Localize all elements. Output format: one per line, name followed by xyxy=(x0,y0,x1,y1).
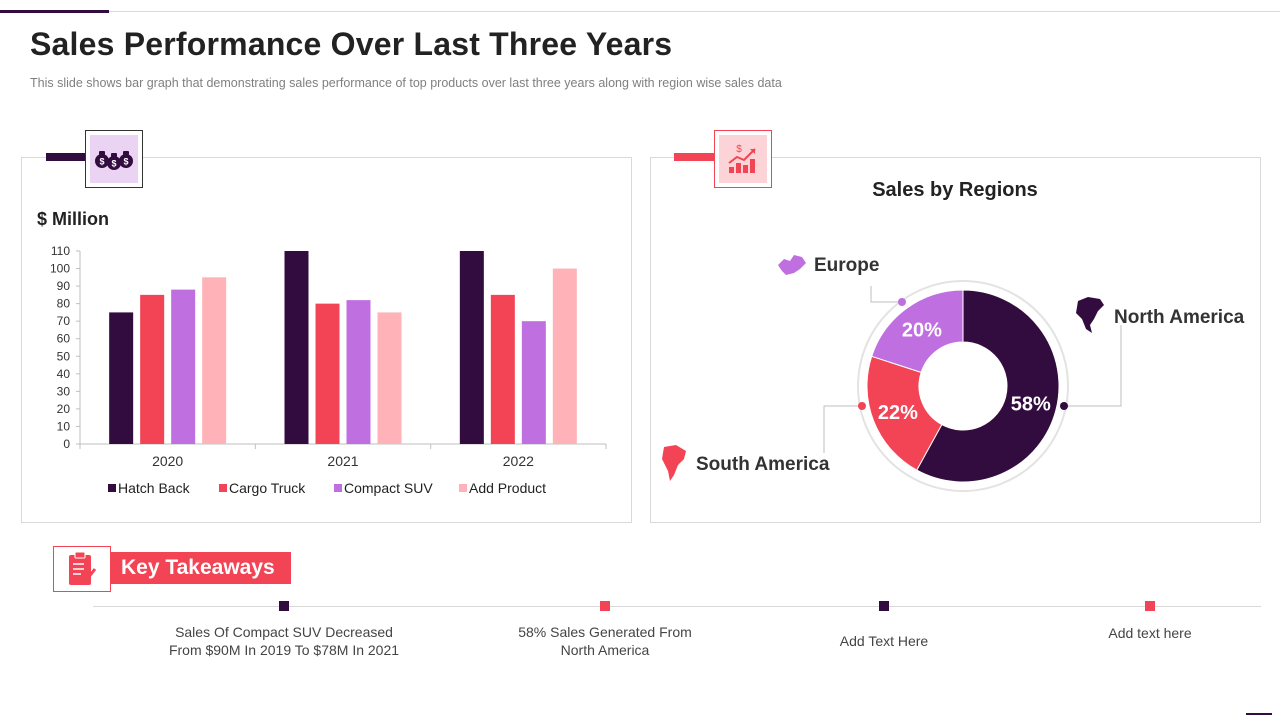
takeaway-text-4: Add text here xyxy=(1020,624,1280,642)
takeaway-3-line1: Add Text Here xyxy=(839,633,929,649)
corner-accent xyxy=(1246,713,1272,715)
donut-panel-accent xyxy=(674,153,716,161)
callout-dot-north-america xyxy=(1060,402,1068,410)
callout-line-south-america xyxy=(823,405,862,453)
slice-percent-label: 20% xyxy=(902,319,942,341)
takeaway-text-1: Sales Of Compact SUV Decreased From $90M… xyxy=(154,623,414,659)
donut-slice-north-america xyxy=(916,289,1060,483)
takeaway-1-line1: Sales Of Compact SUV Decreased xyxy=(175,624,393,640)
legend-label: Hatch Back xyxy=(118,480,191,496)
svg-text:$: $ xyxy=(736,144,742,155)
y-tick-label: 60 xyxy=(57,332,71,346)
takeaway-1-line2: From $90M In 2019 To $78M In 2021 xyxy=(168,642,400,658)
y-tick-label: 100 xyxy=(50,262,70,276)
y-tick-label: 0 xyxy=(63,437,70,451)
y-tick-label: 90 xyxy=(57,279,71,293)
donut-slice-europe xyxy=(871,289,964,374)
north-america-map-icon xyxy=(1076,297,1104,333)
y-tick-label: 70 xyxy=(57,314,71,328)
bar-compact-suv-2022 xyxy=(521,321,546,444)
callout-dot-south-america xyxy=(858,402,866,410)
y-tick-label: 40 xyxy=(57,367,71,381)
legend-swatch xyxy=(334,484,342,492)
callout-line-north-america xyxy=(1064,325,1122,407)
donut-panel-icon-box: $ xyxy=(714,130,772,188)
bar-add-product-2022 xyxy=(552,268,577,444)
bar-hatch-back-2020 xyxy=(109,312,134,444)
donut-chart-title: Sales by Regions xyxy=(872,179,1038,201)
legend-label: Add Product xyxy=(469,480,546,496)
bar-cargo-truck-2020 xyxy=(140,294,165,444)
takeaway-2-line1: 58% Sales Generated From xyxy=(518,624,692,640)
legend-swatch xyxy=(459,484,467,492)
bar-hatch-back-2021 xyxy=(284,251,309,444)
bar-add-product-2020 xyxy=(202,277,227,444)
callout-dot-europe xyxy=(898,298,906,306)
takeaway-text-3: Add Text Here xyxy=(754,632,1014,650)
x-tick-label: 2021 xyxy=(327,453,358,469)
header-divider xyxy=(0,11,1280,12)
page-title: Sales Performance Over Last Three Years xyxy=(30,26,673,62)
bar-compact-suv-2021 xyxy=(346,300,371,444)
y-tick-label: 50 xyxy=(57,349,71,363)
region-label-europe: Europe xyxy=(814,255,879,276)
takeaway-2-line2: North America xyxy=(560,642,650,658)
bar-chart: $ Million 0 10 20 30 40 50 60 70 80 90 100 110 2020 20… xyxy=(37,209,607,496)
bar-add-product-2021 xyxy=(377,312,402,444)
takeaways-label: Key Takeaways xyxy=(111,552,291,584)
donut-slice-south-america xyxy=(866,355,943,471)
svg-text:$: $ xyxy=(111,159,116,169)
legend-swatch xyxy=(108,484,116,492)
bar-chart-title: $ Million xyxy=(37,209,109,229)
slice-percent-label: 22% xyxy=(878,402,918,424)
y-tick-label: 20 xyxy=(57,402,71,416)
header-accent-bar xyxy=(0,10,109,13)
region-label-south-america: South America xyxy=(696,454,830,475)
timeline-line xyxy=(93,606,1261,607)
timeline-marker-4 xyxy=(1145,601,1155,611)
europe-map-icon xyxy=(778,255,806,275)
donut-outer-ring xyxy=(857,280,1069,492)
callout-line-europe xyxy=(870,286,902,303)
slice-percent-label: 58% xyxy=(1011,393,1051,415)
money-bags-icon: $ $ $ xyxy=(95,151,133,170)
y-tick-label: 80 xyxy=(57,297,71,311)
bar-cargo-truck-2021 xyxy=(315,303,340,444)
legend-label: Compact SUV xyxy=(344,480,433,496)
x-tick-label: 2022 xyxy=(503,453,534,469)
region-label-north-america: North America xyxy=(1114,307,1245,328)
timeline-marker-3 xyxy=(879,601,889,611)
bar-cargo-truck-2022 xyxy=(490,294,515,444)
y-tick-label: 10 xyxy=(57,419,71,433)
svg-text:$: $ xyxy=(123,157,128,167)
timeline-marker-1 xyxy=(279,601,289,611)
svg-text:$: $ xyxy=(99,157,104,167)
bar-hatch-back-2022 xyxy=(459,251,484,444)
y-tick-label: 110 xyxy=(51,244,70,258)
takeaway-4-line1: Add text here xyxy=(1108,625,1192,641)
bar-compact-suv-2020 xyxy=(171,289,196,444)
takeaway-text-2: 58% Sales Generated From North America xyxy=(475,623,735,659)
timeline-marker-2 xyxy=(600,601,610,611)
y-tick-label: 30 xyxy=(57,384,71,398)
page-subtitle: This slide shows bar graph that demonstr… xyxy=(30,76,782,90)
bar-panel-icon-box: $ $ $ xyxy=(85,130,143,188)
x-tick-label: 2020 xyxy=(152,453,183,469)
bar-panel-accent xyxy=(46,153,86,161)
takeaways-icon-box xyxy=(53,546,111,592)
south-america-map-icon xyxy=(662,445,686,481)
donut-chart: Sales by Regions 58% 22% 20% North America Eu… xyxy=(662,179,1245,492)
clipboard-icon xyxy=(69,551,97,585)
growth-chart-icon: $ xyxy=(728,144,756,173)
legend-label: Cargo Truck xyxy=(229,480,306,496)
legend-swatch xyxy=(219,484,227,492)
